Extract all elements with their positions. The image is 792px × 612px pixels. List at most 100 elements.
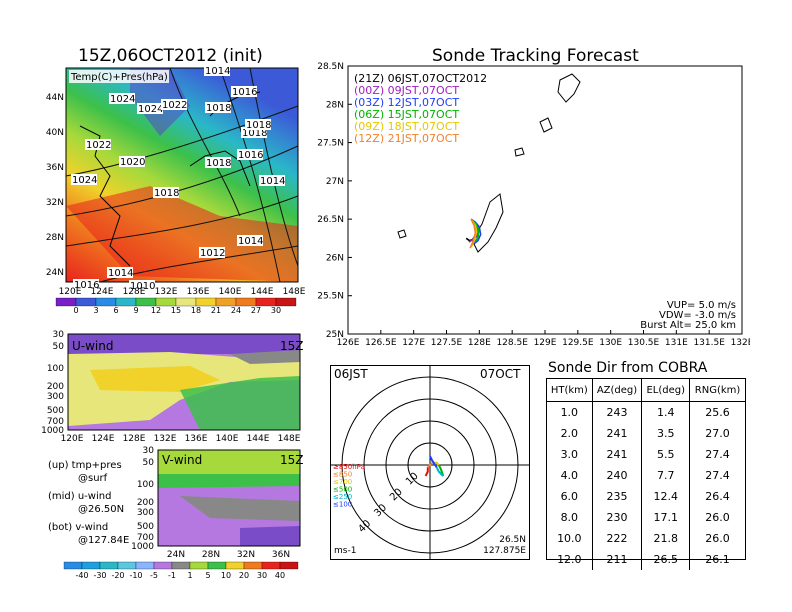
- track-lon-ticks: 126E 126.5E 127E 127.5E 128E 128.5E 129E 129.5E…: [337, 330, 750, 348]
- wind-colorbar-label: 10: [221, 571, 231, 580]
- track-lon-tick: 127E: [402, 338, 425, 348]
- level-legend-entry: ≤850: [333, 471, 352, 479]
- sonde-dir-table-frame: HT(km) AZ(deg) EL(deg) RNG(km) 1.0 243 1.4 25.6…: [546, 378, 746, 570]
- wind-colorbar-cell: [81, 561, 101, 570]
- table-cell: 240: [591, 465, 642, 486]
- track-legend-entry: (21Z) 06JST,07OCT2012: [354, 72, 487, 85]
- hodograph-time: 06JST: [334, 367, 368, 381]
- level-legend-entry: ≤250: [333, 493, 352, 501]
- uwind-lon-tick: 120E: [61, 434, 84, 444]
- map-lat-tick: 44N: [46, 93, 64, 103]
- track-lon-tick: 131.5E: [693, 338, 725, 348]
- track-legend-entry: (06Z) 15JST,07OCT: [354, 108, 459, 121]
- table-cell: 243: [591, 401, 642, 423]
- table-cell: 21.8: [641, 528, 690, 549]
- track-lat-tick: 25.5N: [317, 292, 344, 302]
- track-lat-tick: 28N: [326, 100, 344, 110]
- track-lat-tick: 28.5N: [317, 62, 344, 72]
- map-lon-tick: 132E: [155, 287, 178, 297]
- vwind-p-tick: 200: [137, 498, 154, 508]
- uwind-p-tick: 50: [53, 342, 65, 352]
- isobar-label: 1014: [238, 236, 263, 247]
- track-lat-tick: 25N: [326, 330, 344, 340]
- isobar-label: 1016: [232, 87, 257, 98]
- colorbar-label: 15: [171, 306, 181, 314]
- track-frame: [347, 65, 743, 335]
- isobar-label: 1014: [260, 176, 285, 187]
- map-lon-ticks: 120E 124E 128E 132E 136E 140E 144E 148E: [59, 287, 306, 297]
- vwind-time: 15Z: [280, 453, 304, 467]
- level-legend-entry: ≤700: [333, 478, 352, 486]
- map-lon-tick: 136E: [187, 287, 210, 297]
- isobar-label: 1018: [206, 158, 231, 169]
- isobar-label: 1012: [200, 248, 225, 259]
- note-bot: (bot) v-wind: [48, 522, 109, 533]
- level-legend-entry: ≥850hPa: [333, 463, 365, 471]
- table-cell: 8.0: [560, 511, 579, 524]
- table-cell: 5.5: [641, 444, 690, 465]
- vwind-p-tick: 1000: [131, 542, 154, 552]
- uwind-lon-tick: 132E: [154, 434, 177, 444]
- table-cell: 12.0: [557, 553, 582, 566]
- colorbar-cell: [135, 297, 157, 307]
- hodograph-lat: 26.5N: [499, 535, 526, 545]
- hodograph-segment: [424, 467, 429, 477]
- isobar-label: 1022: [162, 100, 187, 111]
- isobar-label: 1024: [72, 175, 97, 186]
- isobar-label: 1018: [206, 103, 231, 114]
- table-cell: 241: [591, 444, 642, 465]
- track-lat-tick: 27.5N: [317, 139, 344, 149]
- vwind-p-tick: 700: [137, 533, 154, 543]
- isobar-label: 1016: [238, 150, 263, 161]
- table-row: 8.0 230 17.1 26.0: [547, 507, 745, 528]
- table-header-row: HT(km) AZ(deg) EL(deg) RNG(km): [547, 379, 745, 402]
- map-lon-tick: 144E: [251, 287, 274, 297]
- table-row: 3.0 241 5.5 27.4: [547, 444, 745, 465]
- track-lat-ticks: 28.5N 28N 27.5N 27N 26.5N 26N 25.5N 25N: [317, 62, 352, 340]
- table-header-cell: EL(deg): [641, 379, 690, 402]
- level-legend-entry: ≤100: [333, 501, 352, 509]
- map-lat-tick: 32N: [46, 198, 64, 208]
- cold-region: [130, 68, 190, 136]
- track-param: Burst Alt= 25.0 km: [640, 320, 736, 331]
- table-cell: 27.4: [689, 444, 745, 465]
- table-cell: 27.4: [689, 465, 745, 486]
- colorbar-cell: [195, 297, 217, 307]
- wind-colorbar-cell: [63, 561, 83, 570]
- vwind-p-tick: 100: [137, 480, 154, 490]
- wind-colorbar-label: -5: [150, 571, 158, 580]
- track-legend-entry: (12Z) 21JST,07OCT: [354, 132, 459, 145]
- track-lines: [465, 218, 482, 249]
- uwind-lon-tick: 144E: [247, 434, 270, 444]
- colorbar-cell: [235, 297, 257, 307]
- wind-colorbar-cell: [243, 561, 263, 570]
- hodograph-segment: [429, 455, 438, 468]
- isobar-label: 1020: [120, 157, 145, 168]
- wind-colorbar-label: -20: [111, 571, 124, 580]
- wind-colorbar-cell: [279, 561, 299, 570]
- track-param: VDW= -3.0 m/s: [659, 310, 736, 321]
- uwind-p-tick: 300: [47, 392, 64, 402]
- isobar-label: 1010: [130, 281, 155, 292]
- isobar-label: 1024: [138, 104, 163, 115]
- table-row: 6.0 235 12.4 26.4: [547, 486, 745, 507]
- table-cell: 25.6: [689, 401, 745, 423]
- temperature-colorbar: 0 3 6 9 12 15 18 21 24 27 30: [55, 297, 297, 314]
- colorbar-label: 0: [73, 306, 78, 314]
- vwind-lat-tick: 32N: [237, 550, 255, 560]
- vwind-lat-tick: 24N: [167, 550, 185, 560]
- note-mid-sub: @26.50N: [78, 504, 125, 515]
- vwind-p-tick: 50: [143, 458, 155, 468]
- track-legend-entry: (03Z) 12JST,07OCT: [354, 96, 459, 109]
- map-field-label: Temp(C)+Pres(hPa): [70, 72, 168, 83]
- table-cell: 235: [591, 486, 642, 507]
- track-lon-tick: 128.5E: [496, 338, 528, 348]
- colorbar-label: 21: [211, 306, 221, 314]
- wind-colorbar-label: -30: [93, 571, 106, 580]
- track-lon-tick: 130.5E: [628, 338, 660, 348]
- vwind-frame: [157, 449, 301, 547]
- wind-colorbar-cell: [225, 561, 245, 570]
